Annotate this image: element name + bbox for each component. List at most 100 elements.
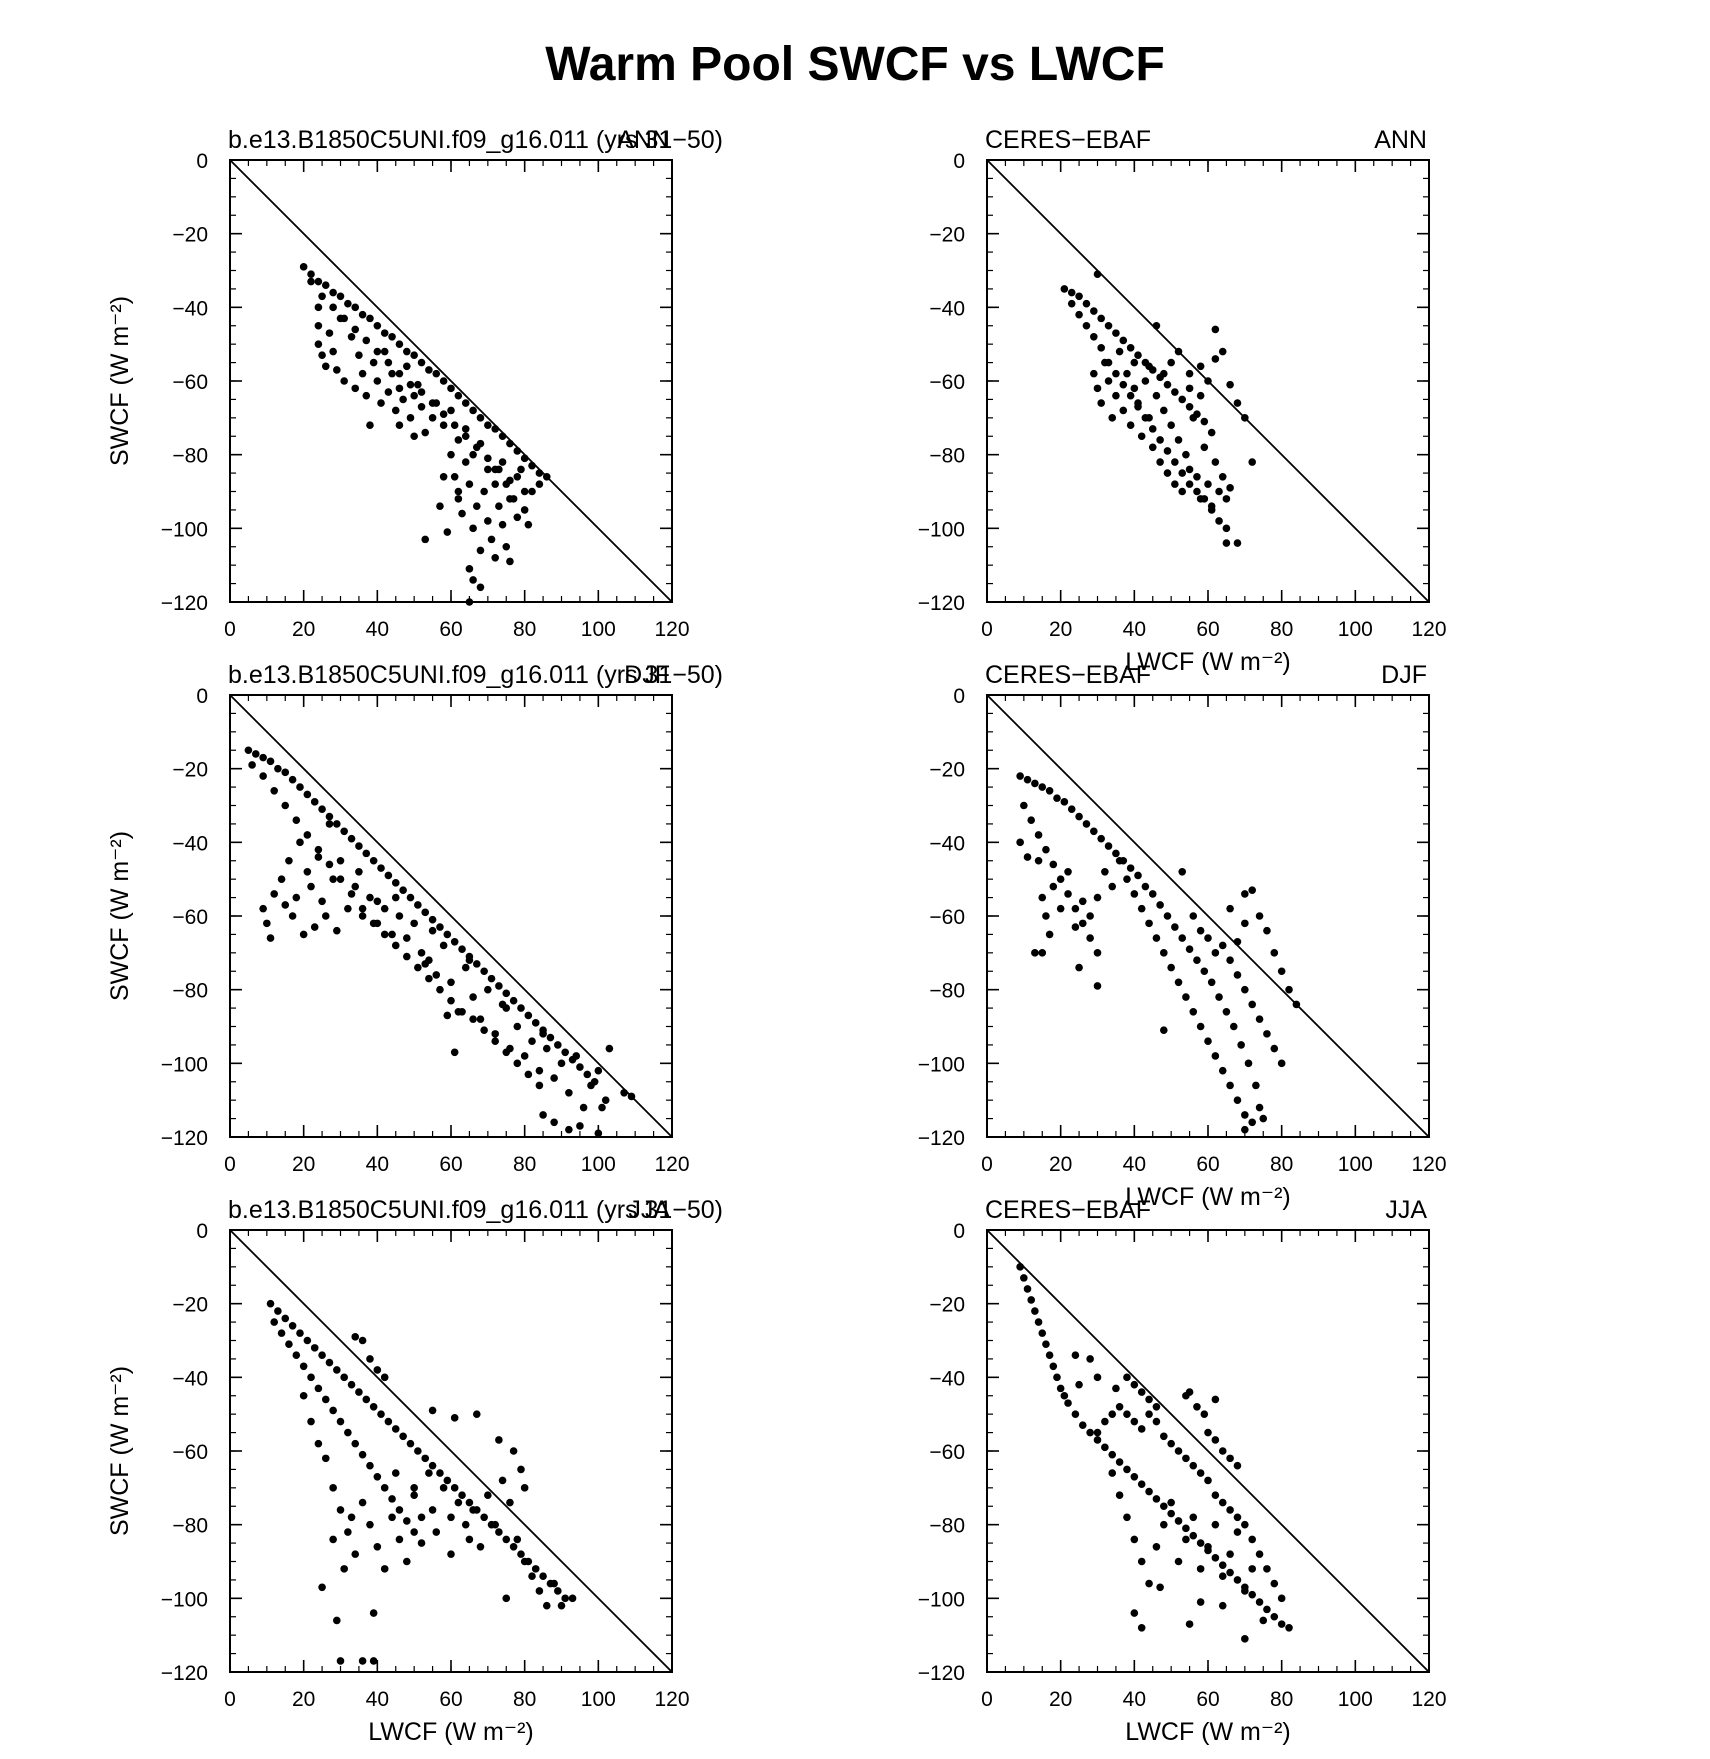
data-point xyxy=(1126,344,1135,352)
data-point xyxy=(417,1539,426,1547)
y-axis-label: SWCF (W m⁻²) xyxy=(106,831,134,1001)
y-tick-label: 0 xyxy=(196,1220,208,1243)
data-point xyxy=(395,1535,404,1544)
data-point xyxy=(554,1041,562,1049)
data-point xyxy=(513,513,522,522)
data-point xyxy=(561,1594,569,1603)
data-point xyxy=(355,842,363,850)
data-point xyxy=(410,919,418,928)
data-point xyxy=(340,1565,348,1573)
data-point xyxy=(465,565,474,573)
data-point xyxy=(461,432,470,441)
scatter-panel-4: 0 20 40 60 80 100 120 0 −20 −40 −60 −80 −100 −120 CERE… xyxy=(918,661,1447,1211)
data-point xyxy=(351,325,360,334)
panels: 0 20 40 60 80 100 120 0 −20 −40 −60 −80 −100 −120 b.e1… xyxy=(106,126,1447,1746)
data-point xyxy=(1285,1624,1293,1632)
data-point xyxy=(1171,480,1179,488)
data-point xyxy=(1016,1263,1024,1271)
data-point xyxy=(484,985,492,994)
y-tick-label: −80 xyxy=(172,445,208,468)
data-point xyxy=(1156,1583,1164,1592)
y-tick-label: −60 xyxy=(172,1441,208,1464)
y-tick-label: −20 xyxy=(172,759,208,782)
data-point xyxy=(539,1572,547,1581)
data-point xyxy=(1241,1520,1249,1529)
data-point xyxy=(1218,1498,1227,1507)
data-point xyxy=(491,1030,500,1038)
data-point xyxy=(1101,1417,1109,1426)
data-point xyxy=(1126,421,1135,430)
data-point xyxy=(1016,772,1024,780)
data-point xyxy=(336,875,345,883)
data-point xyxy=(355,1388,363,1396)
data-point xyxy=(314,277,323,286)
data-point xyxy=(1141,882,1150,891)
data-point xyxy=(1174,978,1183,987)
data-point xyxy=(285,856,293,865)
x-tick-label: 120 xyxy=(1411,1688,1446,1711)
data-point xyxy=(1222,1007,1231,1016)
data-point xyxy=(1148,890,1157,898)
data-point xyxy=(428,1461,437,1470)
data-point xyxy=(1093,1436,1102,1444)
data-point xyxy=(447,384,455,393)
data-point xyxy=(1152,1403,1161,1411)
data-point xyxy=(307,882,315,891)
data-point xyxy=(1034,1318,1043,1326)
data-point xyxy=(355,351,363,360)
panel-title-left: CERES−EBAF xyxy=(985,661,1151,689)
data-point xyxy=(469,1506,477,1514)
data-point xyxy=(535,1587,544,1595)
data-point xyxy=(281,1314,290,1323)
scatter-panel-1: 0 20 40 60 80 100 120 0 −20 −40 −60 −80 −100 −120 b.e1… xyxy=(106,126,723,641)
data-point xyxy=(366,314,374,323)
data-point xyxy=(1148,425,1157,433)
data-point xyxy=(414,1447,422,1455)
data-point xyxy=(358,310,367,319)
data-point xyxy=(1145,1395,1153,1404)
data-point xyxy=(535,480,544,488)
x-tick-label: 80 xyxy=(513,1153,536,1176)
x-tick-label: 60 xyxy=(1196,618,1219,641)
data-point xyxy=(1167,1509,1175,1518)
data-point xyxy=(1064,1399,1072,1407)
data-point xyxy=(443,528,452,536)
data-point xyxy=(1060,1391,1069,1400)
panel-title-right: ANN xyxy=(617,126,670,154)
data-point xyxy=(1145,1579,1153,1588)
data-point xyxy=(366,421,374,430)
y-tick-label: −20 xyxy=(929,759,965,782)
data-point xyxy=(1108,1410,1117,1418)
data-point xyxy=(1075,963,1083,972)
data-point xyxy=(1193,956,1201,964)
data-point xyxy=(484,421,492,430)
data-point xyxy=(1211,1395,1220,1404)
data-point xyxy=(351,1550,360,1558)
data-point xyxy=(425,1469,433,1477)
y-tick-label: −100 xyxy=(161,518,208,541)
data-point xyxy=(469,406,477,415)
data-point xyxy=(1134,871,1142,880)
data-point xyxy=(314,1439,323,1448)
data-point xyxy=(1174,1447,1183,1455)
data-point xyxy=(1038,949,1047,957)
x-axis-label: LWCF (W m⁻²) xyxy=(368,1718,533,1746)
data-point xyxy=(1152,1495,1161,1503)
x-tick-label: 40 xyxy=(1123,618,1146,641)
data-point xyxy=(310,798,319,806)
data-point xyxy=(1241,985,1249,994)
y-tick-label: −120 xyxy=(161,1662,208,1685)
data-point xyxy=(395,1506,404,1514)
data-point xyxy=(465,1498,474,1507)
data-point xyxy=(421,535,430,544)
data-point xyxy=(1226,380,1234,389)
data-point xyxy=(281,901,290,909)
data-point xyxy=(1112,849,1120,858)
data-point xyxy=(495,1436,503,1444)
data-point xyxy=(1241,1125,1249,1134)
data-point xyxy=(568,1594,577,1603)
data-point xyxy=(1193,472,1201,481)
data-point xyxy=(1137,1388,1146,1396)
